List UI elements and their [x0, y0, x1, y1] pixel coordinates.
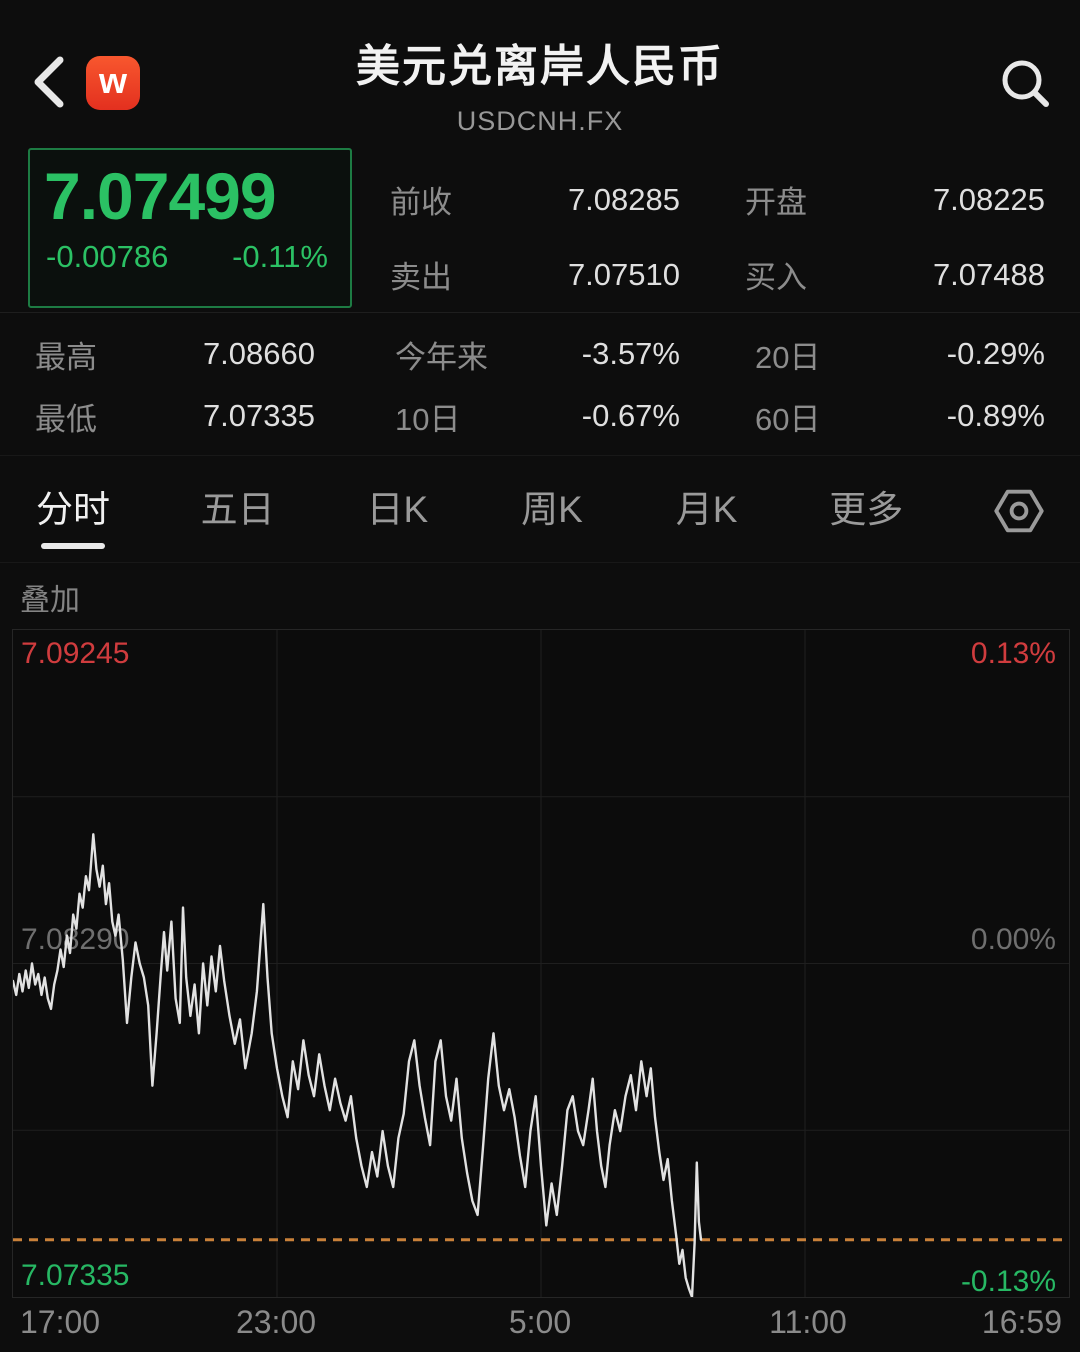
- field-value-bid: 7.07488: [932, 256, 1045, 292]
- divider: [0, 312, 1080, 313]
- chart-max-price-label: 7.09245: [21, 637, 130, 670]
- chart-max-pct-label: 0.13%: [970, 637, 1056, 670]
- tab-more[interactable]: 更多: [829, 469, 903, 549]
- stat-label-10d: 10日: [395, 401, 461, 437]
- tab-5day-label: 五日: [200, 489, 275, 530]
- intraday-chart[interactable]: 7.09245 0.13% 7.08290 0.00% 7.07335 -0.1…: [12, 629, 1070, 1298]
- tab-monthly-k-label: 月K: [675, 489, 738, 530]
- chart-min-price-label: 7.07335: [21, 1259, 130, 1292]
- stat-label-ytd: 今年来: [395, 339, 488, 375]
- time-tick-2300: 23:00: [235, 1304, 317, 1340]
- stat-value-10d: -0.67%: [581, 398, 680, 433]
- tab-daily-k-label: 日K: [366, 489, 429, 530]
- chart-mid-pct-label: 0.00%: [970, 923, 1056, 956]
- tab-daily-k[interactable]: 日K: [365, 469, 429, 549]
- tab-minute-label: 分时: [36, 489, 110, 530]
- price-change: -0.00786: [46, 238, 169, 274]
- time-tick-1100: 11:00: [769, 1304, 847, 1340]
- overlay-row: 叠加: [0, 563, 1080, 623]
- tab-weekly-k[interactable]: 周K: [520, 469, 584, 549]
- field-value-open: 7.08225: [932, 181, 1045, 217]
- stat-label-20d: 20日: [755, 339, 821, 375]
- field-value-prev-close: 7.08285: [567, 181, 680, 217]
- chart-settings-button[interactable]: [994, 486, 1044, 536]
- overlay-add-button[interactable]: 叠加: [20, 584, 80, 617]
- tab-5day[interactable]: 五日: [201, 469, 275, 549]
- search-icon: [1002, 60, 1049, 107]
- time-tick-1659: 16:59: [981, 1304, 1062, 1340]
- field-label-bid: 买入: [745, 260, 807, 295]
- tab-weekly-k-label: 周K: [521, 489, 583, 530]
- instrument-code: USDCNH.FX: [456, 106, 624, 136]
- stat-label-high: 最高: [35, 339, 97, 375]
- header: w 美元兑离岸人民币 USDCNH.FX: [0, 0, 1080, 140]
- time-tick-1700: 17:00: [20, 1304, 101, 1340]
- price-line-chart: [13, 630, 1069, 1297]
- page-title: 美元兑离岸人民币: [356, 42, 724, 91]
- tab-minute[interactable]: 分时: [36, 469, 110, 549]
- tab-monthly-k[interactable]: 月K: [675, 469, 739, 549]
- wind-app-logo[interactable]: w: [86, 56, 140, 110]
- last-price-box: 7.07499 -0.00786 -0.11%: [28, 148, 352, 308]
- wind-logo-letter: w: [98, 60, 127, 101]
- stat-label-60d: 60日: [755, 401, 821, 437]
- stat-value-20d: -0.29%: [946, 336, 1045, 371]
- back-button[interactable]: [30, 52, 70, 112]
- stat-value-60d: -0.89%: [946, 398, 1045, 433]
- stat-value-ytd: -3.57%: [581, 336, 680, 371]
- settings-nut-icon: [994, 489, 1044, 533]
- stat-value-low: 7.07335: [202, 398, 315, 433]
- stat-value-high: 7.08660: [202, 336, 315, 371]
- price-change-pct: -0.11%: [232, 238, 328, 274]
- last-price: 7.07499: [44, 159, 277, 233]
- stat-label-low: 最低: [35, 401, 97, 437]
- active-tab-underline: [41, 543, 105, 549]
- time-tick-0500: 5:00: [508, 1304, 572, 1340]
- time-axis: 17:00 23:00 5:00 11:00 16:59: [12, 1304, 1068, 1352]
- field-label-ask: 卖出: [390, 260, 452, 295]
- chart-min-pct-label: -0.13%: [960, 1265, 1056, 1298]
- search-button[interactable]: [998, 56, 1052, 112]
- back-chevron-icon: [34, 56, 64, 108]
- tab-more-label: 更多: [829, 489, 904, 530]
- stats-section: 最高 7.08660 今年来 -3.57% 20日 -0.29% 最低 7.07…: [0, 313, 1080, 455]
- field-label-prev-close: 前收: [390, 185, 452, 220]
- period-tabbar: 分时 五日 日K 周K 月K 更多: [0, 455, 1080, 563]
- field-value-ask: 7.07510: [567, 256, 680, 292]
- quote-fields-grid: 前收 7.08285 开盘 7.08225 卖出 7.07510 买入 7.07…: [390, 148, 1052, 312]
- quote-section: 7.07499 -0.00786 -0.11% 前收 7.08285 开盘 7.…: [0, 140, 1080, 312]
- field-label-open: 开盘: [745, 185, 807, 220]
